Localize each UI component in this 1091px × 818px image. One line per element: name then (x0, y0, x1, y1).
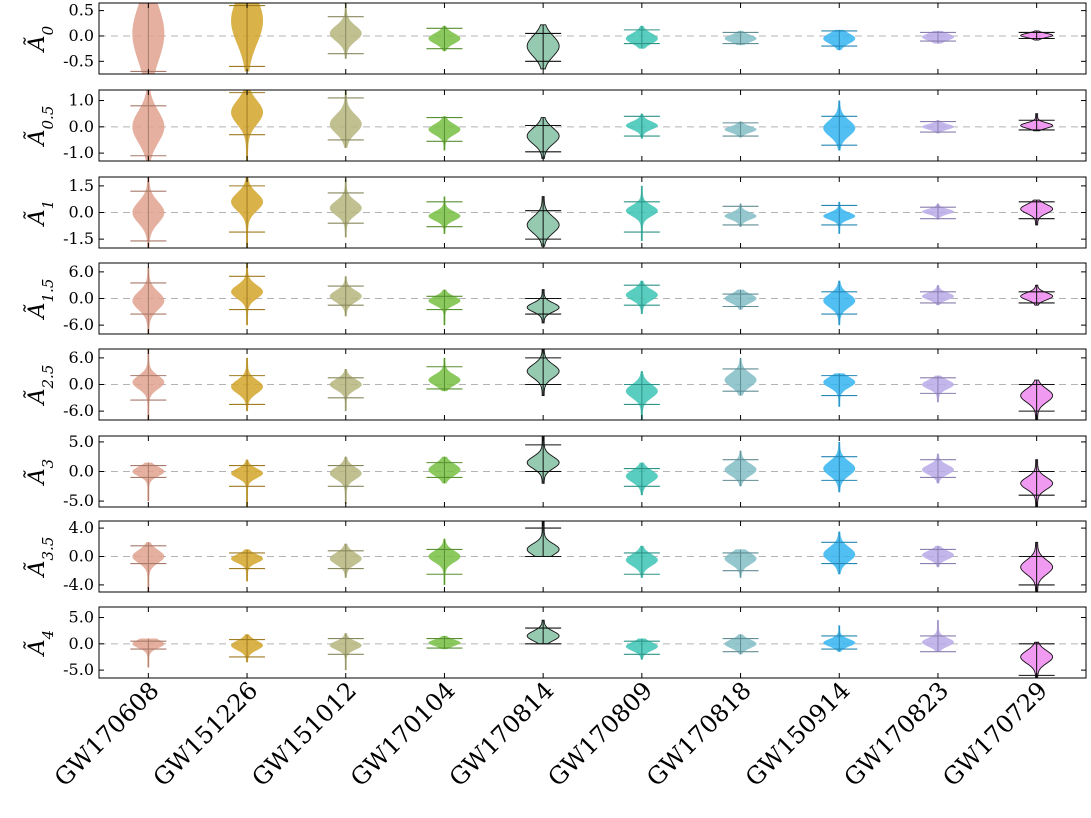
violins-3 (130, 263, 1055, 334)
category-label: GW170809 (543, 676, 659, 792)
ytick-label: 4.0 (69, 518, 94, 537)
violins-7 (130, 619, 1055, 678)
panel-ylabel-main: Ã (22, 639, 50, 657)
ytick-label: -1.5 (63, 229, 94, 248)
panel-ylabel-main: Ã (22, 35, 50, 53)
ytick-label: 0.0 (69, 634, 94, 653)
panel-ylabel-main: Ã (22, 302, 50, 320)
panel-ylabel: Ã2.5 (22, 365, 57, 407)
category-label: GW151012 (246, 676, 362, 792)
ytick-label: 5.0 (69, 432, 94, 451)
panel-ylabel-main: Ã (22, 560, 50, 578)
panel-5: 5.0 0.0 -5.0 Ã3 (22, 432, 1087, 510)
panel-4: 6.0 0.0 -6.0 Ã2.5 (22, 348, 1087, 421)
panel-1: 1.0 0.0 -1.0 Ã0.5 (22, 89, 1087, 162)
panel-ylabel-main: Ã (22, 129, 50, 147)
ytick-label: -4.0 (63, 575, 94, 594)
ytick-label: 1.0 (69, 91, 94, 110)
panel-3: 6.0 0.0 -6.0 Ã1.5 (22, 262, 1087, 335)
category-label: GW170608 (49, 676, 165, 792)
panel-ylabel: Ã4 (22, 630, 57, 657)
panel-frame (98, 606, 1087, 679)
panel-2: 1.5 0.0 -1.5 Ã1 (22, 176, 1087, 249)
ytick-label: -5.0 (63, 660, 94, 679)
category-label: GW170814 (444, 676, 560, 792)
category-label: GW170104 (345, 676, 461, 792)
category-label: GW151226 (148, 676, 264, 792)
panel-ylabel: Ã0 (22, 25, 57, 53)
ytick-label: 6.0 (69, 262, 94, 281)
panel-ylabel-sub: 4 (39, 630, 57, 641)
panel-frame (98, 89, 1087, 162)
ytick-label: 0.0 (69, 117, 94, 136)
panel-ylabel-main: Ã (22, 468, 50, 486)
panel-frame (98, 2, 1087, 75)
violins-2 (130, 177, 1055, 248)
violins-0 (130, 3, 1055, 74)
panel-ylabel-main: Ã (22, 388, 50, 406)
ytick-label: -1.0 (63, 143, 94, 162)
category-label: GW170823 (839, 676, 955, 792)
category-label: GW170818 (641, 676, 757, 792)
ytick-label: -6.0 (63, 315, 94, 334)
panel-ylabel-sub: 1.5 (39, 279, 57, 303)
panel-ylabel: Ã3.5 (22, 537, 57, 579)
panel-ylabel: Ã0.5 (22, 106, 57, 148)
panel-ylabel-sub: 3.5 (39, 537, 57, 561)
panel-ylabel: Ã3 (22, 459, 57, 486)
category-label: GW150914 (740, 676, 856, 792)
panel-ylabel-sub: 1 (39, 200, 57, 210)
panel-ylabel-main: Ã (22, 209, 50, 227)
violins-5 (130, 436, 1055, 507)
ytick-label: 0.5 (69, 1, 94, 20)
panel-ylabel-sub: 3 (39, 459, 57, 469)
ytick-label: 0.0 (69, 547, 94, 566)
panel-ylabel-sub: 0.5 (39, 106, 57, 130)
panel-ylabel-sub: 0 (39, 25, 57, 35)
ytick-label: 0.0 (69, 26, 94, 45)
panel-ylabel: Ã1 (22, 200, 57, 227)
ytick-label: 0.0 (69, 375, 94, 394)
panel-7: 5.0 0.0 -5.0 Ã4 (22, 606, 1087, 679)
category-label: GW170729 (937, 676, 1053, 792)
panel-0: 0.5 0.0 -0.5 Ã0 (22, 1, 1087, 75)
violins-6 (130, 521, 1055, 592)
ytick-label: -6.0 (63, 401, 94, 420)
panel-ylabel-sub: 2.5 (39, 365, 57, 390)
panel-6: 4.0 0.0 -4.0 Ã3.5 (22, 518, 1087, 594)
ytick-label: 0.0 (69, 203, 94, 222)
ytick-label: 0.0 (69, 462, 94, 481)
ytick-label: 5.0 (69, 608, 94, 627)
ytick-label: -0.5 (63, 51, 94, 70)
violins-4 (130, 349, 1055, 420)
ytick-label: 6.0 (69, 348, 94, 367)
panel-ylabel: Ã1.5 (22, 279, 57, 321)
ytick-label: 1.5 (69, 176, 94, 195)
ytick-label: 0.0 (69, 289, 94, 308)
ytick-label: -5.0 (63, 491, 94, 510)
violins-1 (130, 90, 1055, 161)
